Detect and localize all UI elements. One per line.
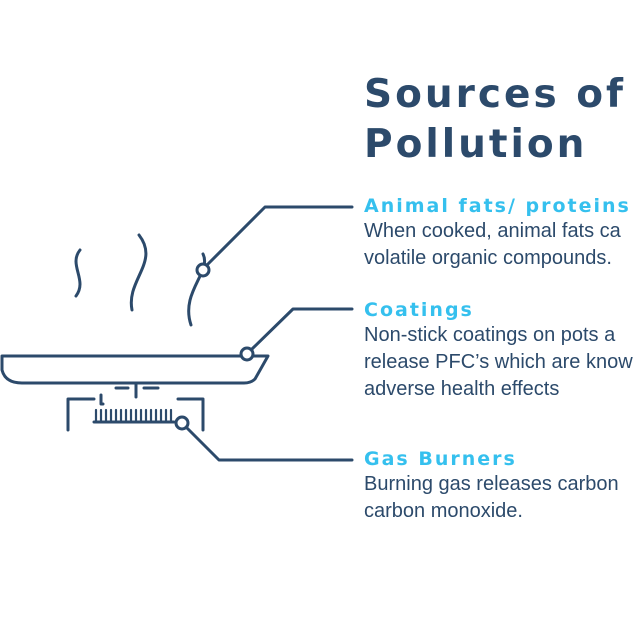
- item-animal-fats: Animal fats/ proteins When cooked, anima…: [364, 194, 631, 272]
- steam-wisp-right: [187, 252, 207, 327]
- desc-line: carbon monoxide.: [364, 500, 523, 522]
- callout-dot-coatings: [239, 346, 255, 362]
- desc-line: Burning gas releases carbon: [364, 473, 619, 495]
- item-desc-coatings: Non-stick coatings on pots a release PFC…: [364, 322, 633, 403]
- steam-icon: [74, 233, 207, 327]
- callout-dot-animal-fats: [195, 262, 211, 278]
- pan-body: [0, 354, 270, 385]
- desc-line: adverse health effects: [364, 378, 560, 400]
- item-gas-burners: Gas Burners Burning gas releases carbon …: [364, 447, 619, 525]
- frying-pan-icon: [0, 354, 270, 385]
- steam-wisp-left: [74, 248, 82, 298]
- callout-coatings: [239, 307, 354, 362]
- desc-line: When cooked, animal fats ca: [364, 220, 621, 242]
- item-heading-coatings: Coatings: [364, 299, 474, 321]
- callout-gas-burners: [174, 415, 354, 462]
- leader-line-gas-burners: [185, 426, 354, 462]
- item-heading-gas-burners: Gas Burners: [364, 448, 517, 470]
- desc-line: volatile organic compounds.: [364, 247, 612, 269]
- callout-dot-gas-burners: [174, 415, 190, 431]
- gas-burner-icon: [66, 382, 205, 432]
- item-heading-animal-fats: Animal fats/ proteins: [364, 195, 631, 217]
- title-line-1: Sources of: [364, 72, 627, 117]
- item-desc-gas-burners: Burning gas releases carbon carbon monox…: [364, 471, 619, 525]
- title-line-2: Pollution: [364, 122, 588, 167]
- steam-wisp-middle: [129, 233, 148, 312]
- burner-flame-spike-left: [99, 393, 105, 406]
- desc-line: Non-stick coatings on pots a: [364, 324, 616, 346]
- callout-animal-fats: [195, 205, 354, 278]
- burner-teeth: [94, 408, 173, 423]
- leader-line-coatings: [250, 307, 354, 351]
- page-title: Sources of Pollution: [364, 70, 626, 170]
- burner-frame: [66, 397, 96, 432]
- item-desc-animal-fats: When cooked, animal fats ca volatile org…: [364, 218, 631, 272]
- leader-line-animal-fats: [205, 205, 354, 267]
- burner-frame-right: [176, 397, 205, 432]
- desc-line: release PFC’s which are know: [364, 351, 633, 373]
- item-coatings: Coatings Non-stick coatings on pots a re…: [364, 298, 633, 403]
